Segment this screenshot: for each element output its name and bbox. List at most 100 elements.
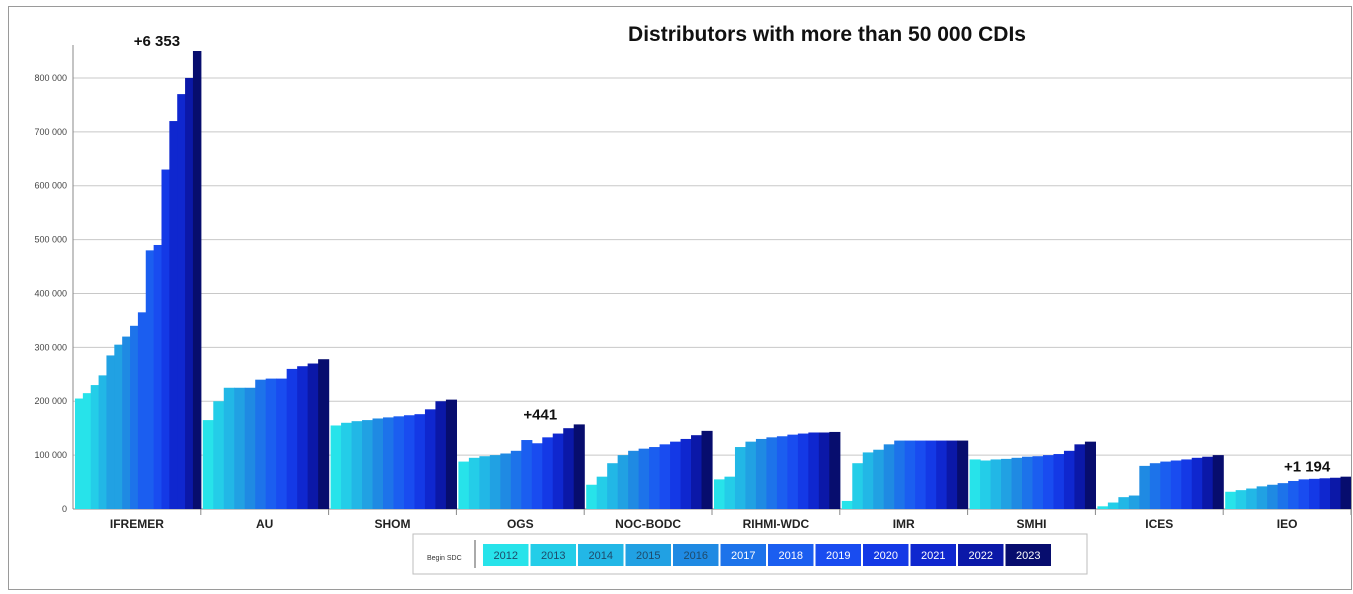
y-tick-label: 200 000 <box>34 396 67 406</box>
bar <box>1225 491 1237 509</box>
x-tick-label: RIHMI-WDC <box>743 517 810 531</box>
bar <box>1022 456 1034 509</box>
bar <box>130 325 139 509</box>
bar <box>873 449 885 509</box>
bar <box>755 438 768 509</box>
annotation: +6 353 <box>134 33 180 50</box>
y-tick-label: 800 000 <box>34 73 67 83</box>
bar <box>852 463 864 509</box>
bar <box>489 455 501 509</box>
bar <box>797 433 809 509</box>
bar <box>915 440 927 509</box>
bar <box>75 398 84 509</box>
y-tick-label: 400 000 <box>34 288 67 298</box>
legend-swatch <box>863 544 909 566</box>
bar <box>969 459 981 509</box>
bar <box>192 51 202 509</box>
bar <box>1042 455 1055 509</box>
bar <box>330 425 342 509</box>
bar-group-ogs <box>458 424 585 509</box>
legend-item: 2020 <box>863 544 909 566</box>
legend-label: 2019 <box>826 550 850 562</box>
bar <box>106 355 115 509</box>
bar <box>341 422 353 509</box>
bar <box>649 447 661 509</box>
legend-item: 2014 <box>578 544 624 566</box>
bar <box>980 460 992 509</box>
bar <box>153 244 163 510</box>
bar <box>393 416 405 509</box>
bar <box>1319 478 1331 509</box>
legend-item: 2018 <box>768 544 814 566</box>
bar <box>234 387 246 509</box>
bar <box>213 401 225 509</box>
bar <box>424 409 437 509</box>
bar-group-ieo <box>1225 476 1352 509</box>
bar-groups <box>75 51 1352 510</box>
legend-swatch <box>625 544 671 566</box>
legend-swatch <box>483 544 529 566</box>
chart-title: Distributors with more than 50 000 CDIs <box>628 23 1026 46</box>
bar <box>468 457 480 509</box>
bar-group-imr <box>841 440 969 509</box>
bar <box>1053 454 1065 509</box>
bar <box>169 121 178 510</box>
x-axis: IFREMER AU SHOM OGS NOC-BODC RIHMI-WDC IMR SMHI… <box>110 509 1352 531</box>
bar <box>255 379 267 509</box>
bar <box>936 440 948 509</box>
x-tick-label: ICES <box>1145 517 1173 531</box>
bar <box>724 476 736 509</box>
bar-group-ifremer <box>75 51 202 510</box>
bar <box>542 437 554 509</box>
bar <box>766 437 778 509</box>
bar <box>82 393 92 509</box>
bar <box>307 363 319 509</box>
bar <box>883 444 895 509</box>
bar <box>1084 441 1096 509</box>
x-tick-label: IMR <box>893 517 915 531</box>
bar <box>202 420 214 509</box>
bar <box>1212 455 1224 509</box>
legend-label: 2013 <box>541 550 565 562</box>
bar <box>1118 497 1130 509</box>
bar <box>98 375 108 509</box>
y-axis: 0 100 000 200 000 300 000 400 000 500 000 600 … <box>34 45 74 514</box>
bar <box>829 431 841 509</box>
legend-label: 2020 <box>874 550 898 562</box>
x-tick-label: IEO <box>1277 517 1298 531</box>
legend-item: 2015 <box>625 544 671 566</box>
y-tick-label: 100 000 <box>34 450 67 460</box>
x-tick-label: OGS <box>507 517 534 531</box>
y-tick-label: 700 000 <box>34 127 67 137</box>
bar <box>680 438 692 509</box>
bar <box>1107 502 1119 509</box>
bar <box>318 359 330 509</box>
annotation: +441 <box>523 406 557 423</box>
bar <box>925 440 937 509</box>
bar <box>223 387 235 509</box>
bar <box>1246 488 1258 509</box>
bar <box>1011 457 1023 509</box>
legend-label: 2015 <box>636 550 660 562</box>
bar <box>122 336 131 509</box>
bar <box>510 450 522 509</box>
legend-label: 2018 <box>779 550 803 562</box>
bar-group-ices <box>1097 455 1224 509</box>
bar <box>638 448 650 509</box>
x-tick-label: IFREMER <box>110 517 164 531</box>
y-tick-label: 600 000 <box>34 181 67 191</box>
bar <box>1160 461 1172 509</box>
legend-item: 2019 <box>815 544 861 566</box>
bar <box>1139 465 1151 509</box>
bar <box>479 456 491 509</box>
x-tick-label: NOC-BODC <box>615 517 681 531</box>
bar <box>297 366 309 509</box>
bar <box>701 430 713 509</box>
chart: 0 100 000 200 000 300 000 400 000 500 000 600 … <box>34 23 1352 575</box>
bar <box>818 432 830 509</box>
bar <box>841 500 853 509</box>
bar <box>904 440 916 509</box>
bar <box>1309 478 1321 509</box>
bar <box>617 455 629 509</box>
bar <box>265 378 277 509</box>
